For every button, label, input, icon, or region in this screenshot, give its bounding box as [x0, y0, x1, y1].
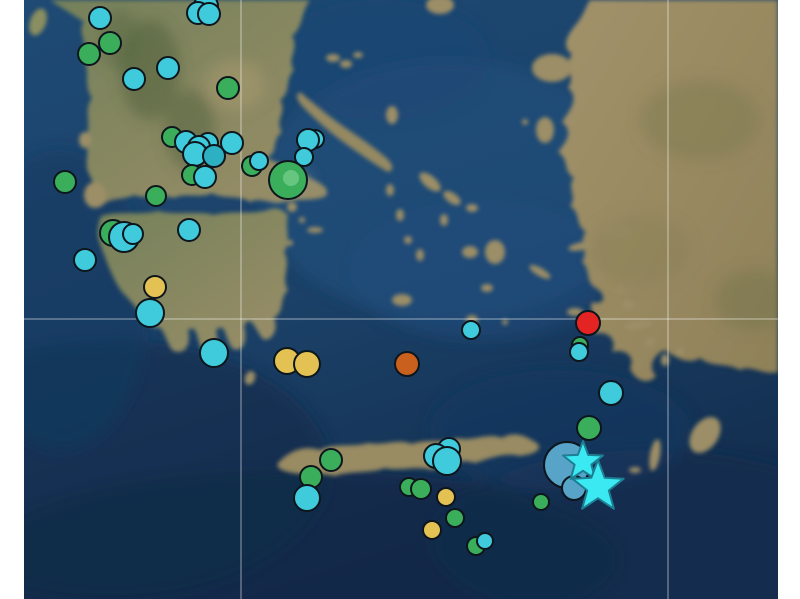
earthquake-marker[interactable]: [193, 165, 217, 189]
earthquake-marker[interactable]: [77, 42, 101, 66]
earthquake-marker[interactable]: [476, 532, 494, 550]
earthquake-marker[interactable]: [461, 320, 481, 340]
earthquake-marker[interactable]: [532, 493, 550, 511]
earthquake-marker[interactable]: [199, 338, 229, 368]
earthquake-marker[interactable]: [576, 415, 602, 441]
earthquake-marker[interactable]: [319, 448, 343, 472]
earthquake-markers: [53, 0, 624, 556]
earthquake-marker[interactable]: [197, 2, 221, 26]
earthquake-marker[interactable]: [122, 223, 144, 245]
earthquake-marker[interactable]: [135, 298, 165, 328]
earthquake-marker[interactable]: [394, 351, 420, 377]
earthquake-marker[interactable]: [569, 342, 589, 362]
earthquake-marker[interactable]: [293, 484, 321, 512]
earthquake-marker[interactable]: [294, 147, 314, 167]
earthquake-marker[interactable]: [283, 170, 299, 186]
major-earthquake-star-marker[interactable]: [571, 459, 625, 510]
earthquake-marker[interactable]: [422, 520, 442, 540]
earthquake-marker[interactable]: [432, 446, 462, 476]
earthquake-marker[interactable]: [410, 478, 432, 500]
right-margin: [778, 0, 800, 599]
earthquake-marker[interactable]: [73, 248, 97, 272]
major-earthquake-star-marker[interactable]: [562, 440, 604, 480]
earthquake-marker[interactable]: [156, 56, 180, 80]
earthquake-marker[interactable]: [293, 350, 321, 378]
earthquake-marker[interactable]: [436, 487, 456, 507]
earthquake-marker[interactable]: [122, 67, 146, 91]
earthquake-marker[interactable]: [445, 508, 465, 528]
earthquake-marker[interactable]: [177, 218, 201, 242]
earthquake-marker[interactable]: [249, 151, 269, 171]
left-margin: [0, 0, 24, 599]
earthquake-marker[interactable]: [143, 275, 167, 299]
terrain-texture: [100, 10, 778, 330]
earthquake-marker[interactable]: [202, 144, 226, 168]
earthquake-marker[interactable]: [598, 380, 624, 406]
earthquake-marker[interactable]: [296, 128, 320, 152]
earthquake-marker[interactable]: [53, 170, 77, 194]
earthquake-marker[interactable]: [98, 31, 122, 55]
earthquake-marker[interactable]: [220, 131, 244, 155]
major-event-stars: [562, 440, 625, 510]
earthquake-marker[interactable]: [145, 185, 167, 207]
earthquake-marker[interactable]: [88, 6, 112, 30]
earthquake-marker[interactable]: [216, 76, 240, 100]
earthquake-marker[interactable]: [575, 310, 601, 336]
